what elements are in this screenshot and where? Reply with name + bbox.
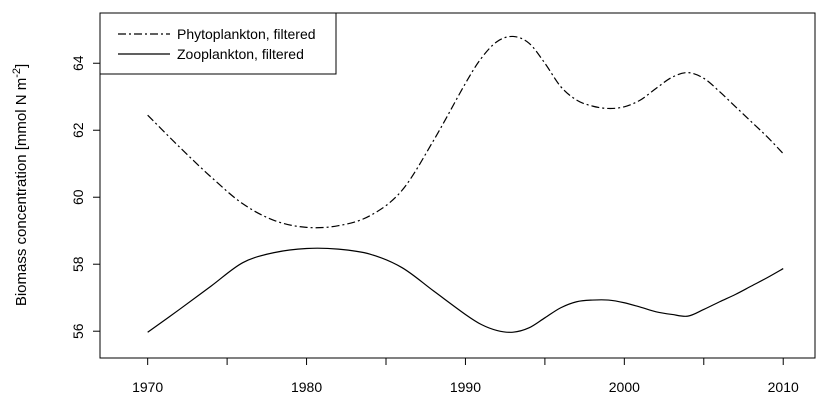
y-axis-title: Biomass concentration [mmol N m-2] [11,64,30,306]
y-tick-label: 60 [70,189,86,205]
legend: Phytoplankton, filtered Zooplankton, filt… [99,12,337,75]
series-line-1 [147,35,784,229]
x-tick-label: 1970 [132,379,163,395]
x-tick-label: 2000 [609,379,640,395]
x-tick-label: 1980 [291,379,322,395]
series-layer [147,35,784,333]
x-axis: 1970 1980 1990 2000 2010 [132,358,799,395]
y-tick-label: 64 [70,55,86,71]
y-tick-label: 58 [70,256,86,272]
y-tick-label: 56 [70,323,86,339]
series-line-2 [147,247,784,333]
legend-label-1: Phytoplankton, filtered [177,26,316,42]
legend-label-2: Zooplankton, filtered [177,46,304,62]
y-axis: 56 58 60 62 64 [70,55,100,339]
x-tick-label: 1990 [450,379,481,395]
plot-frame [99,12,816,359]
x-tick-label: 2010 [768,379,799,395]
legend-box [99,12,337,75]
y-tick-label: 62 [70,122,86,138]
